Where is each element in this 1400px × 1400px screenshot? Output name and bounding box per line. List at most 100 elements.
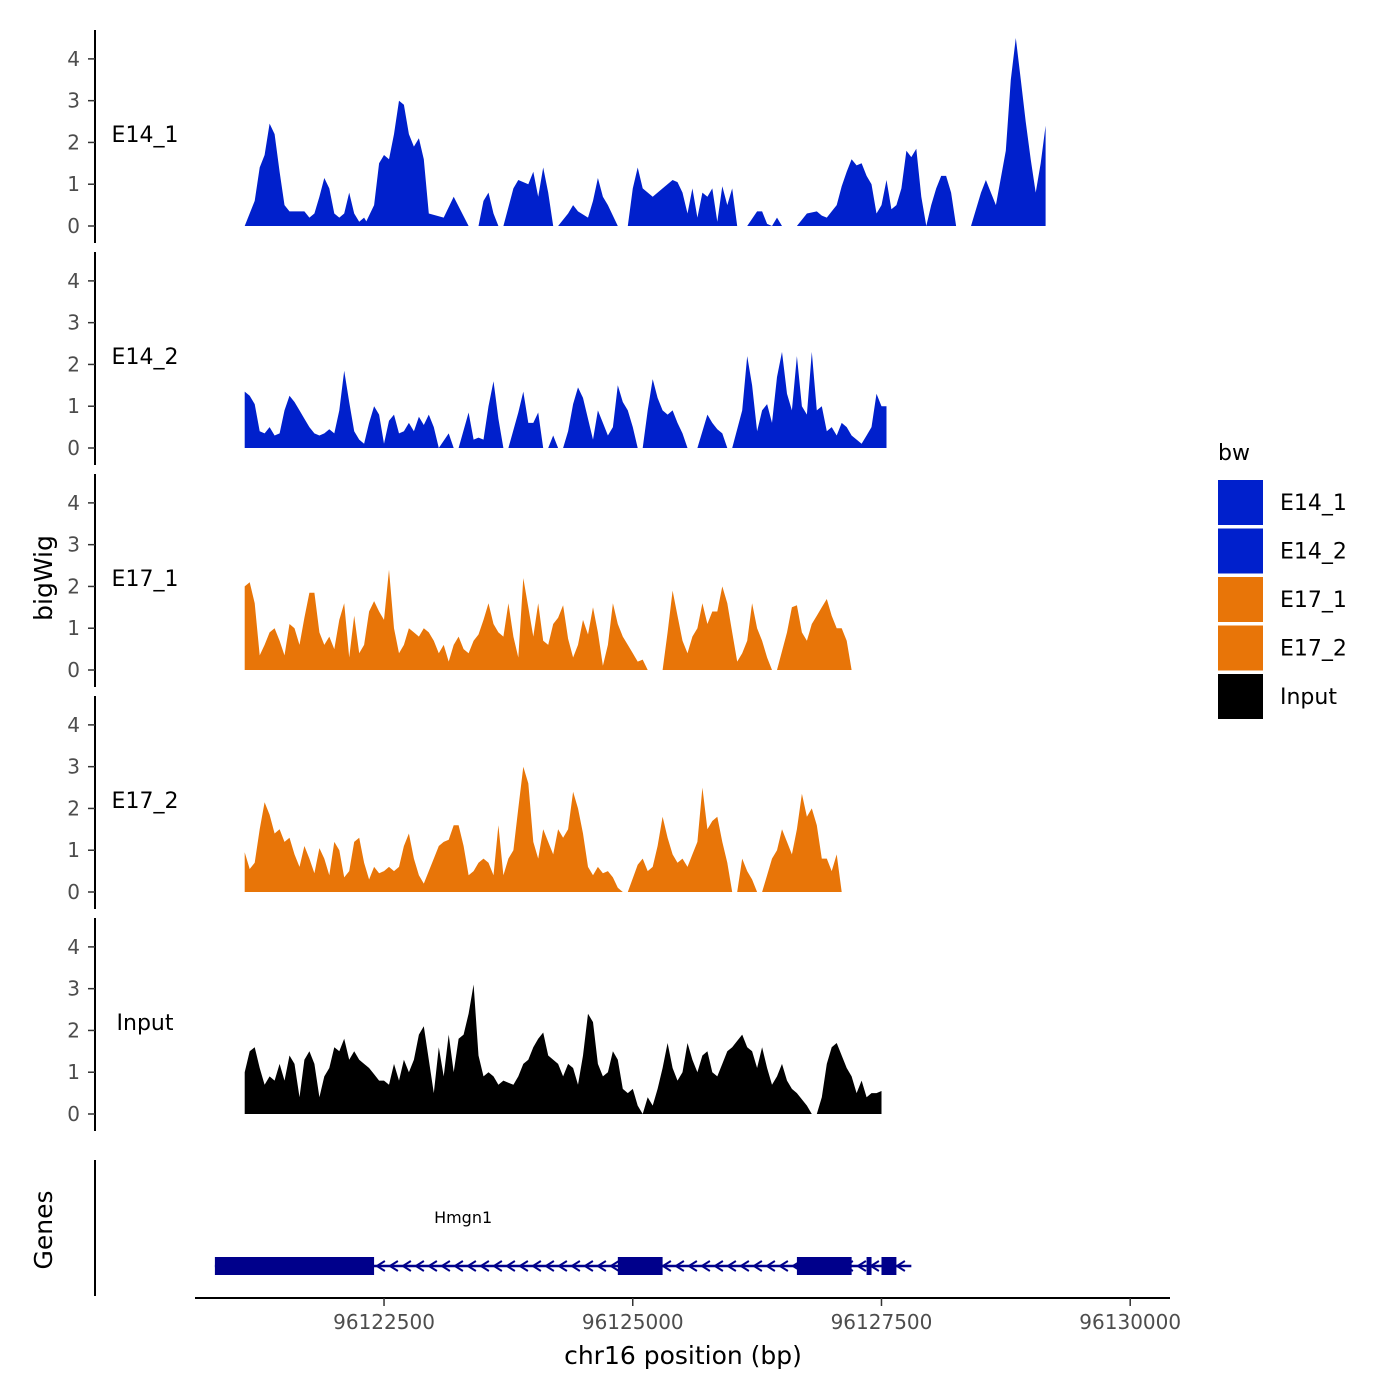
y-tick-label: 1	[67, 838, 80, 862]
y-tick-label: 0	[67, 436, 80, 460]
gene-exon	[617, 1257, 663, 1275]
legend-label-e17-1: E17_1	[1280, 588, 1347, 613]
coverage-tracks: 0 1 2 3 4 E14_1 0 1 2 3 4 E14_2 0 1 2 3 4 E17_1 0 1 2 3 4 E17_2…	[67, 30, 1046, 1131]
strand-arrow	[726, 1260, 737, 1272]
gene-exon	[881, 1257, 897, 1275]
legend-label-e14-2: E14_2	[1280, 540, 1347, 565]
x-tick-label: 96127500	[831, 1310, 933, 1334]
y-tick-label: 3	[67, 977, 80, 1001]
strand-arrow	[531, 1260, 542, 1272]
x-tick-label: 96122500	[333, 1310, 435, 1334]
legend-label-input: Input	[1280, 685, 1337, 710]
legend-swatch-e14-1	[1218, 480, 1263, 525]
y-tick-label: 4	[67, 47, 80, 71]
track-e17-2: 0 1 2 3 4 E17_2	[67, 696, 842, 909]
y-tick-label: 2	[67, 574, 80, 598]
genes-label: Genes	[29, 1190, 58, 1269]
strand-arrow	[505, 1260, 516, 1272]
gene-exon	[866, 1257, 872, 1275]
y-tick-label: 0	[67, 658, 80, 682]
legend-label-e17-2: E17_2	[1280, 637, 1347, 662]
y-tick-label: 1	[67, 172, 80, 196]
strand-arrow	[570, 1260, 581, 1272]
track-label-e14-2: E14_2	[112, 345, 179, 370]
y-tick-label: 1	[67, 394, 80, 418]
track-label-e17-2: E17_2	[112, 789, 179, 814]
strand-arrow	[492, 1260, 503, 1272]
strand-arrow	[583, 1260, 594, 1272]
strand-arrow	[609, 1260, 620, 1272]
gene-models: Hmgn1	[214, 1208, 912, 1275]
y-tick-label: 1	[67, 616, 80, 640]
track-label-e14-1: E14_1	[112, 123, 179, 148]
strand-arrow	[739, 1260, 750, 1272]
y-tick-label: 1	[67, 1060, 80, 1084]
y-tick-label: 0	[67, 214, 80, 238]
track-input: 0 1 2 3 4 Input	[67, 918, 882, 1131]
legend-title: bw	[1218, 441, 1250, 466]
strand-arrow	[544, 1260, 555, 1272]
legend-items: E14_1 E14_2 E17_1 E17_2 Input	[1218, 480, 1347, 719]
y-tick-label: 0	[67, 1102, 80, 1126]
y-tick-label: 3	[67, 533, 80, 557]
strand-arrow	[557, 1260, 568, 1272]
strand-arrow	[895, 1260, 906, 1272]
y-tick-label: 3	[67, 755, 80, 779]
strand-arrow	[596, 1260, 607, 1272]
strand-arrow	[661, 1260, 672, 1272]
coverage-area-e17-2	[244, 766, 842, 892]
x-axis-title: chr16 position (bp)	[564, 1341, 802, 1370]
y-tick-label: 4	[67, 935, 80, 959]
x-tick-label: 96130000	[1079, 1310, 1181, 1334]
track-e17-1: 0 1 2 3 4 E17_1	[67, 474, 852, 687]
y-tick-label: 2	[67, 352, 80, 376]
y-tick-label: 2	[67, 796, 80, 820]
y-tick-label: 3	[67, 311, 80, 335]
strand-arrow	[479, 1260, 490, 1272]
legend: bw E14_1 E14_2 E17_1 E17_2 Input	[1218, 441, 1347, 719]
legend-swatch-input	[1218, 674, 1263, 719]
strand-arrow	[674, 1260, 685, 1272]
strand-arrow	[713, 1260, 724, 1272]
strand-arrow	[518, 1260, 529, 1272]
gene-track: Genes Hmgn1	[29, 1160, 912, 1296]
y-tick-label: 0	[67, 880, 80, 904]
gene-name-label: Hmgn1	[434, 1208, 492, 1227]
legend-swatch-e14-2	[1218, 528, 1263, 574]
strand-arrow	[427, 1260, 438, 1272]
strand-arrow	[375, 1260, 386, 1272]
x-axis: 96122500 96125000 96127500 96130000 chr16 p…	[195, 1297, 1181, 1370]
y-axis-title: bigWig	[29, 535, 58, 621]
y-tick-label: 4	[67, 713, 80, 737]
strand-arrow	[687, 1260, 698, 1272]
strand-arrow	[700, 1260, 711, 1272]
y-tick-label: 2	[67, 130, 80, 154]
coverage-area-e14-2	[244, 351, 887, 448]
strand-arrow	[453, 1260, 464, 1272]
gene-exon	[796, 1257, 852, 1275]
strand-arrow	[466, 1260, 477, 1272]
legend-swatch-e17-1	[1218, 577, 1263, 622]
y-tick-label: 4	[67, 269, 80, 293]
track-e14-2: 0 1 2 3 4 E14_2	[67, 252, 887, 465]
track-label-input: Input	[117, 1011, 174, 1036]
strand-arrow	[414, 1260, 425, 1272]
track-e14-1: 0 1 2 3 4 E14_1	[67, 30, 1046, 243]
gene-hmgn1: Hmgn1	[214, 1208, 912, 1275]
strand-arrow	[856, 1260, 867, 1272]
coverage-area-e17-1	[244, 569, 852, 670]
legend-label-e14-1: E14_1	[1280, 491, 1347, 516]
strand-arrow	[401, 1260, 412, 1272]
strand-arrow	[765, 1260, 776, 1272]
legend-swatch-e17-2	[1218, 625, 1263, 671]
x-axis-ticks: 96122500 96125000 96127500 96130000	[333, 1298, 1181, 1334]
strand-arrow	[388, 1260, 399, 1272]
strand-arrow	[440, 1260, 451, 1272]
y-tick-label: 2	[67, 1018, 80, 1042]
strand-arrow	[778, 1260, 789, 1272]
y-tick-label: 3	[67, 89, 80, 113]
coverage-area-input	[244, 984, 882, 1114]
gene-exon	[214, 1257, 375, 1275]
